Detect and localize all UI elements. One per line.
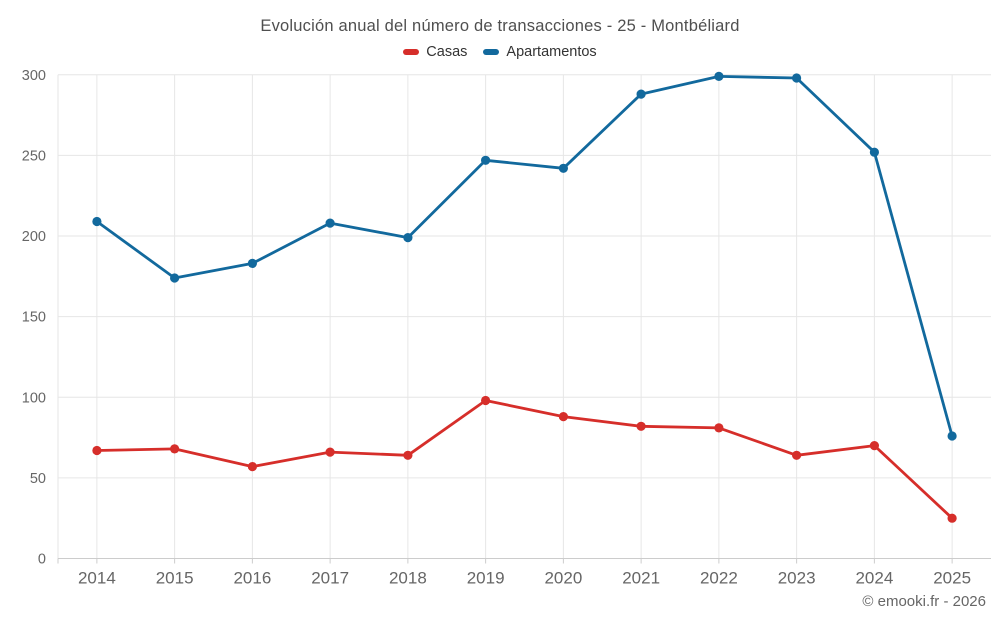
data-point-apartamentos-2019[interactable] [481, 155, 491, 165]
data-point-apartamentos-2022[interactable] [714, 71, 724, 81]
data-point-casas-2023[interactable] [792, 450, 802, 460]
legend-item-apartamentos[interactable]: Apartamentos [483, 44, 597, 60]
x-axis-label-2015: 2015 [156, 569, 194, 588]
x-axis-label-2025: 2025 [933, 569, 971, 588]
y-axis-label-0: 0 [38, 552, 46, 568]
data-point-casas-2019[interactable] [481, 395, 491, 406]
x-axis-label-2024: 2024 [855, 569, 893, 588]
x-axis-label-2019: 2019 [467, 569, 505, 588]
data-point-casas-2024[interactable] [869, 441, 880, 451]
legend-item-casas[interactable]: Casas [403, 44, 467, 60]
data-point-apartamentos-2016[interactable] [247, 258, 257, 268]
y-axis-label-150: 150 [22, 310, 46, 326]
data-point-casas-2021[interactable] [636, 421, 646, 431]
data-point-casas-2017[interactable] [325, 447, 335, 457]
data-point-casas-2014[interactable] [92, 445, 102, 456]
data-point-casas-2015[interactable] [170, 444, 180, 454]
casas-swatch-icon [403, 49, 420, 55]
data-point-casas-2022[interactable] [714, 423, 724, 433]
data-point-apartamentos-2018[interactable] [403, 233, 413, 243]
chart-title: Evolución anual del número de transaccio… [260, 17, 740, 35]
y-axis-label-200: 200 [22, 229, 46, 245]
data-point-casas-2025[interactable] [947, 513, 957, 523]
data-point-apartamentos-2025[interactable] [947, 431, 957, 441]
x-axis-label-2020: 2020 [544, 569, 582, 588]
legend-label-apartamentos: Apartamentos [506, 44, 597, 60]
data-point-apartamentos-2024[interactable] [869, 147, 880, 157]
x-axis-label-2016: 2016 [233, 569, 271, 588]
x-axis-label-2017: 2017 [311, 569, 349, 588]
chart-legend: Casas Apartamentos [0, 44, 1000, 60]
data-point-apartamentos-2014[interactable] [92, 216, 102, 227]
x-axis-label-2018: 2018 [389, 569, 427, 588]
data-point-casas-2018[interactable] [403, 450, 413, 460]
x-axis-label-2021: 2021 [622, 569, 660, 588]
data-point-casas-2016[interactable] [247, 462, 257, 472]
x-axis-label-2023: 2023 [778, 569, 816, 588]
data-point-apartamentos-2021[interactable] [636, 89, 646, 99]
data-point-apartamentos-2017[interactable] [325, 218, 335, 228]
y-axis-label-300: 300 [22, 68, 46, 84]
series-line-casas [95, 399, 954, 520]
chart-footer-credit: © emooki.fr - 2026 [862, 593, 986, 610]
data-point-apartamentos-2015[interactable] [170, 273, 180, 283]
data-point-apartamentos-2020[interactable] [558, 163, 569, 173]
series-line-apartamentos [95, 75, 954, 438]
data-point-casas-2020[interactable] [558, 412, 569, 422]
y-axis-label-100: 100 [22, 390, 46, 406]
x-axis-label-2022: 2022 [700, 569, 738, 588]
y-axis-label-250: 250 [22, 148, 46, 164]
legend-label-casas: Casas [426, 44, 468, 60]
x-axis-label-2014: 2014 [78, 569, 116, 588]
apartamentos-swatch-icon [483, 49, 500, 55]
y-axis-label-50: 50 [30, 471, 46, 487]
data-point-apartamentos-2023[interactable] [792, 73, 802, 83]
